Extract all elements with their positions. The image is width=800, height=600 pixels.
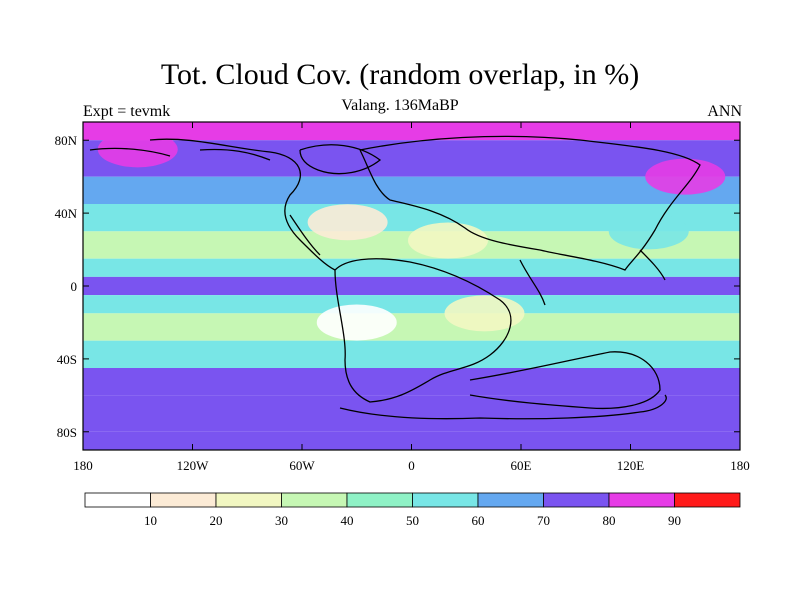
cloud-band — [83, 258, 740, 277]
cloud-feature — [316, 304, 397, 341]
lon-tick-label: 180 — [73, 458, 93, 473]
coastline-antarctica — [339, 394, 667, 420]
coastline-gondwana — [334, 258, 512, 403]
colorbar-swatch — [150, 492, 217, 508]
lon-tick-label: 180 — [730, 458, 750, 473]
colorbar-swatch — [346, 492, 413, 508]
latitude-ticks: 80N 40N 0 40S 80S — [55, 133, 740, 440]
lon-tick-label: 60W — [289, 458, 315, 473]
cloud-band — [83, 140, 740, 177]
colorbar-swatch — [281, 492, 348, 508]
colorbar-swatch — [477, 492, 544, 508]
colorbar-label: 90 — [668, 513, 681, 528]
lon-tick-label: 0 — [408, 458, 415, 473]
experiment-label: Expt = tevmk — [83, 103, 171, 120]
lat-tick-label: 40N — [55, 206, 78, 221]
colorbar-label: 70 — [537, 513, 550, 528]
colorbar: 10 20 30 40 50 60 70 80 90 — [84, 492, 741, 528]
coastline-australia-antarctica — [469, 351, 661, 410]
cloud-band — [83, 431, 740, 450]
colorbar-swatch — [674, 492, 741, 508]
colorbar-swatch — [543, 492, 610, 508]
longitude-ticks: 180 120W 60W 0 60E 120E 180 — [73, 122, 750, 473]
lon-tick-label: 120W — [177, 458, 210, 473]
coastlines — [89, 135, 701, 420]
cloud-band — [83, 313, 740, 341]
lat-tick-label: 40S — [57, 352, 77, 367]
cloud-feature — [608, 213, 689, 250]
colorbar-label: 10 — [144, 513, 157, 528]
cloud-feature — [307, 204, 388, 241]
lon-tick-label: 120E — [617, 458, 645, 473]
cloud-band — [83, 340, 740, 368]
colorbar-swatch — [412, 492, 479, 508]
chart-subtitle: Valang. 136MaBP — [341, 97, 459, 114]
period-label: ANN — [707, 103, 742, 120]
coastline-greenland — [299, 144, 382, 175]
lon-tick-label: 60E — [511, 458, 532, 473]
colorbar-label: 20 — [210, 513, 223, 528]
lat-tick-label: 80S — [57, 425, 77, 440]
coastline-eurasia — [359, 135, 701, 271]
cloud-band — [83, 395, 740, 432]
cloud-feature — [444, 295, 525, 332]
cloud-band — [83, 295, 740, 314]
cloud-feature — [408, 222, 488, 259]
colorbar-swatch — [84, 492, 151, 508]
colorbar-label: 40 — [341, 513, 354, 528]
cloud-band — [83, 122, 740, 141]
coastline-pacific-arc — [289, 214, 666, 306]
cloud-cover-field — [83, 122, 740, 450]
coastline-north-america — [149, 138, 336, 271]
cloud-band — [83, 276, 740, 296]
cloud-band — [83, 176, 740, 204]
colorbar-label: 80 — [603, 513, 616, 528]
colorbar-label: 30 — [275, 513, 288, 528]
chart-title: Tot. Cloud Cov. (random overlap, in %) — [160, 58, 640, 91]
colorbar-label: 50 — [406, 513, 419, 528]
colorbar-swatch — [608, 492, 675, 508]
cloud-band — [83, 368, 740, 396]
cloud-feature — [645, 158, 726, 195]
colorbar-label: 60 — [472, 513, 485, 528]
coastline-arctic-islands — [89, 147, 271, 161]
colorbar-swatch — [215, 492, 282, 508]
lat-tick-label: 0 — [71, 279, 78, 294]
lat-tick-label: 80N — [55, 133, 78, 148]
